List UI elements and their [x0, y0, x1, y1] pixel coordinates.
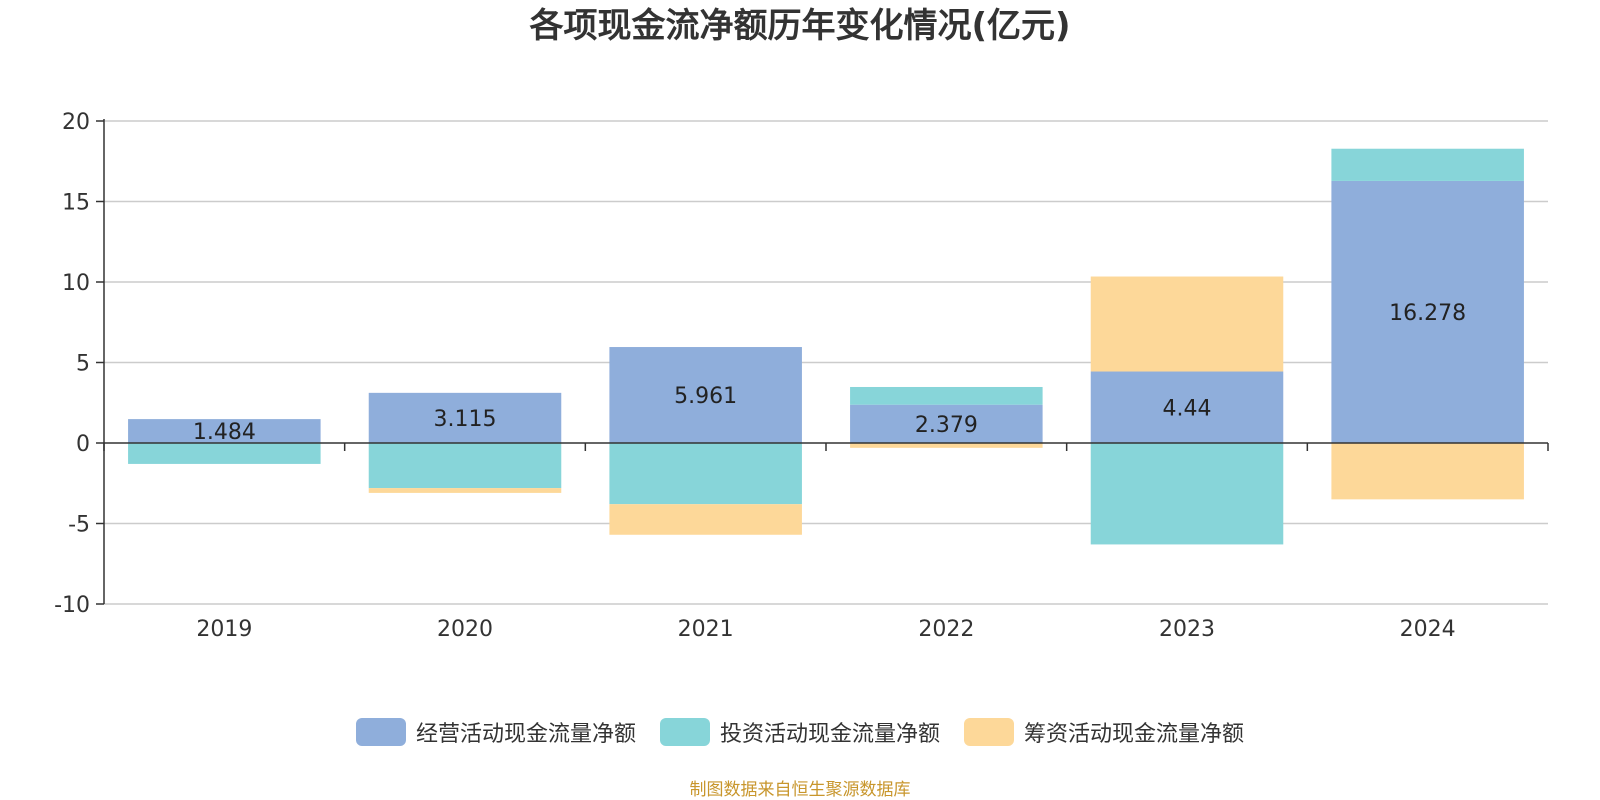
legend-label-financing: 筹资活动现金流量净额 — [1024, 722, 1245, 747]
data-label-operating: 2.379 — [915, 413, 978, 438]
source-note: 制图数据来自恒生聚源数据库 — [689, 780, 911, 800]
bar-operating-2024[interactable] — [1331, 180, 1524, 443]
legend-swatch-operating — [355, 718, 406, 746]
data-label-operating: 16.278 — [1389, 301, 1466, 326]
bar-financing-2023[interactable] — [1090, 276, 1284, 372]
x-tick-label: 2023 — [1159, 617, 1215, 642]
y-tick-label: -10 — [54, 593, 90, 618]
legend-item-operating[interactable]: 经营活动现金流量净额 — [355, 716, 636, 748]
bar-operating-2022[interactable] — [850, 404, 1043, 443]
axes: -10 -5 0 5 10 15 20 2019 2020 2021 2022 2023 2024 — [54, 110, 1549, 642]
legend-label-operating: 经营活动现金流量净额 — [415, 722, 636, 747]
y-tick-label: -5 — [68, 513, 90, 538]
bar-operating-2021[interactable] — [609, 347, 802, 443]
bar-financing-2024[interactable] — [1331, 443, 1524, 500]
data-labels: 1.484 3.115 5.961 2.379 4.44 16.278 — [193, 301, 1466, 445]
legend: 经营活动现金流量净额 投资活动现金流量净额 筹资活动现金流量净额 — [0, 716, 1600, 748]
chart-plot: -10 -5 0 5 10 15 20 2019 2020 2021 2022 2023 2024 1.… — [54, 110, 1549, 642]
data-label-operating: 1.484 — [193, 420, 256, 445]
y-tick-label: 15 — [62, 191, 90, 216]
bar-investing-2024[interactable] — [1331, 148, 1524, 181]
bar-investing-2023[interactable] — [1090, 443, 1284, 545]
x-tick-label: 2024 — [1400, 617, 1456, 642]
bar-operating-2020[interactable] — [368, 392, 562, 443]
legend-swatch-investing — [659, 718, 710, 746]
chart-title: 各项现金流净额历年变化情况(亿元) — [529, 6, 1071, 46]
y-tick-label: 0 — [76, 432, 90, 457]
bar-financing-2020[interactable] — [368, 488, 562, 493]
legend-item-investing[interactable]: 投资活动现金流量净额 — [659, 716, 940, 748]
bars — [128, 148, 1524, 545]
data-label-operating: 3.115 — [434, 407, 497, 432]
bar-financing-2022[interactable] — [850, 443, 1043, 448]
x-tick-label: 2022 — [918, 617, 974, 642]
x-tick-label: 2020 — [437, 617, 493, 642]
bar-investing-2020[interactable] — [368, 443, 562, 489]
y-tick-label: 10 — [62, 271, 90, 296]
bar-investing-2019[interactable] — [128, 443, 321, 464]
grid-lines — [104, 120, 1548, 605]
bar-investing-2022[interactable] — [850, 386, 1043, 405]
y-tick-label: 20 — [62, 110, 90, 135]
bar-financing-2021[interactable] — [609, 504, 802, 535]
bar-operating-2023[interactable] — [1090, 371, 1284, 443]
legend-item-financing[interactable]: 筹资活动现金流量净额 — [964, 716, 1244, 748]
x-tick-label: 2021 — [678, 617, 734, 642]
legend-label-investing: 投资活动现金流量净额 — [719, 722, 940, 747]
bar-investing-2021[interactable] — [609, 443, 802, 505]
y-tick-label: 5 — [76, 352, 90, 377]
x-tick-label: 2019 — [196, 617, 252, 642]
bar-operating-2019[interactable] — [128, 419, 321, 443]
data-label-operating: 4.44 — [1163, 396, 1212, 421]
data-label-operating: 5.961 — [674, 384, 737, 409]
legend-swatch-financing — [964, 718, 1014, 746]
